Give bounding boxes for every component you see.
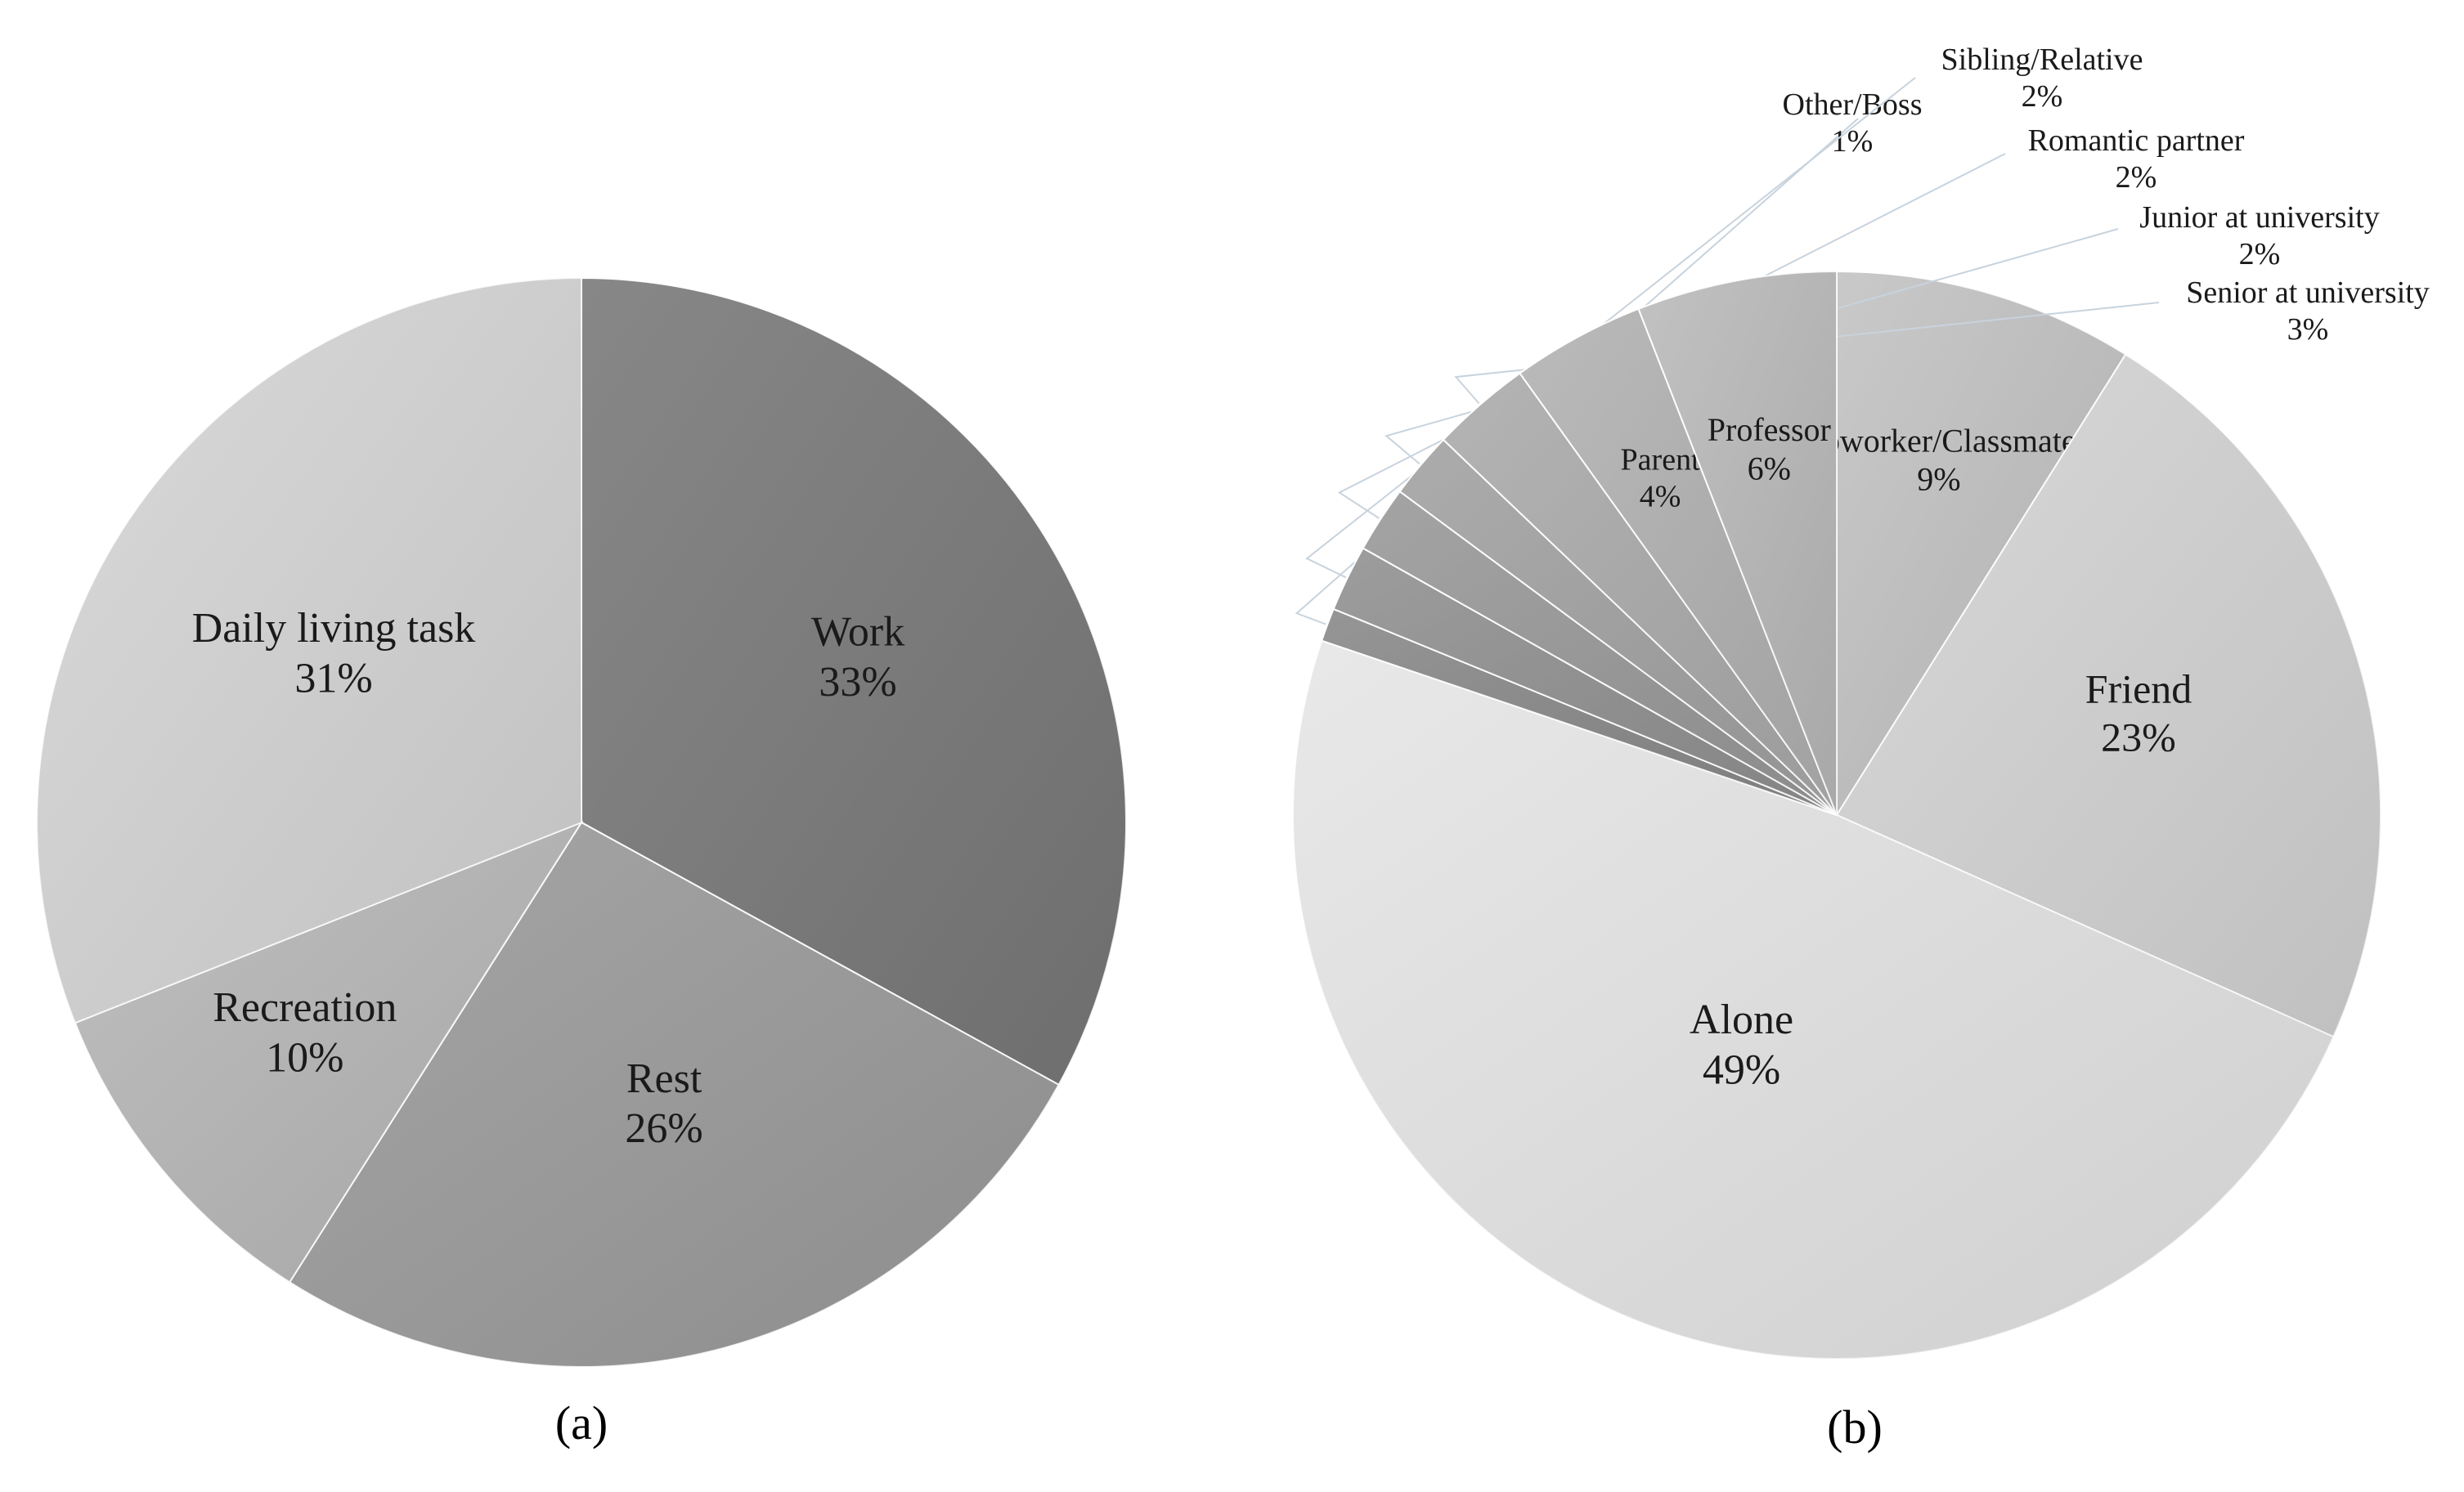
caption-a: (a) <box>555 1396 608 1449</box>
caption-b: (b) <box>1827 1400 1883 1454</box>
pie-b-value-label-romantic-partner: 2% <box>2116 160 2157 195</box>
pie-a-value-label-work: 33% <box>819 659 896 706</box>
pie-b-value-label-senior-at-university: 3% <box>2287 312 2329 347</box>
pie-a-value-label-recreation: 10% <box>266 1035 343 1082</box>
pie-b-label-junior-at-university: Junior at university <box>2139 200 2379 235</box>
pie-b-label-romantic-partner: Romantic partner <box>2028 123 2245 158</box>
pie-b-label-coworker-classmate: Coworker/Classmate <box>1802 422 2076 459</box>
pie-b-leader-romantic-partner <box>1337 153 2006 519</box>
pie-b-label-parent: Parent <box>1621 443 1701 477</box>
pie-b-label-friend: Friend <box>2085 666 2192 712</box>
pie-b-value-label-junior-at-university: 2% <box>2239 237 2281 271</box>
pie-b-label-senior-at-university: Senior at university <box>2186 276 2430 310</box>
pie-a-label-daily-living-task: Daily living task <box>192 605 476 652</box>
pie-a-value-label-daily-living-task: 31% <box>294 656 372 702</box>
pie-a-value-label-rest: 26% <box>625 1105 702 1152</box>
pie-b-label-alone: Alone <box>1690 997 1793 1043</box>
pie-b-leader-senior-at-university <box>1454 302 2160 405</box>
pie-b-leader-junior-at-university <box>1385 228 2119 465</box>
pie-b-label-other-boss: Other/Boss <box>1783 87 1923 122</box>
pie-b-leader-sibling-relative <box>1305 77 1916 579</box>
pie-a-label-rest: Rest <box>626 1055 702 1102</box>
pie-b-value-label-sibling-relative: 2% <box>2022 79 2063 114</box>
pie-b-value-label-other-boss: 1% <box>1832 124 1874 159</box>
pie-b-label-sibling-relative: Sibling/Relative <box>1941 43 2143 77</box>
pie-b-value-label-alone: 49% <box>1703 1047 1780 1094</box>
pie-b-value-label-professor: 6% <box>1748 450 1791 486</box>
pie-b-label-professor: Professor <box>1708 411 1831 448</box>
pie-a-label-recreation: Recreation <box>213 984 397 1031</box>
pie-b-value-label-coworker-classmate: 9% <box>1917 461 1960 498</box>
pie-a-label-work: Work <box>811 609 904 656</box>
pie-b-value-label-parent: 4% <box>1640 480 1681 514</box>
pie-b-value-label-friend: 23% <box>2101 715 2176 760</box>
